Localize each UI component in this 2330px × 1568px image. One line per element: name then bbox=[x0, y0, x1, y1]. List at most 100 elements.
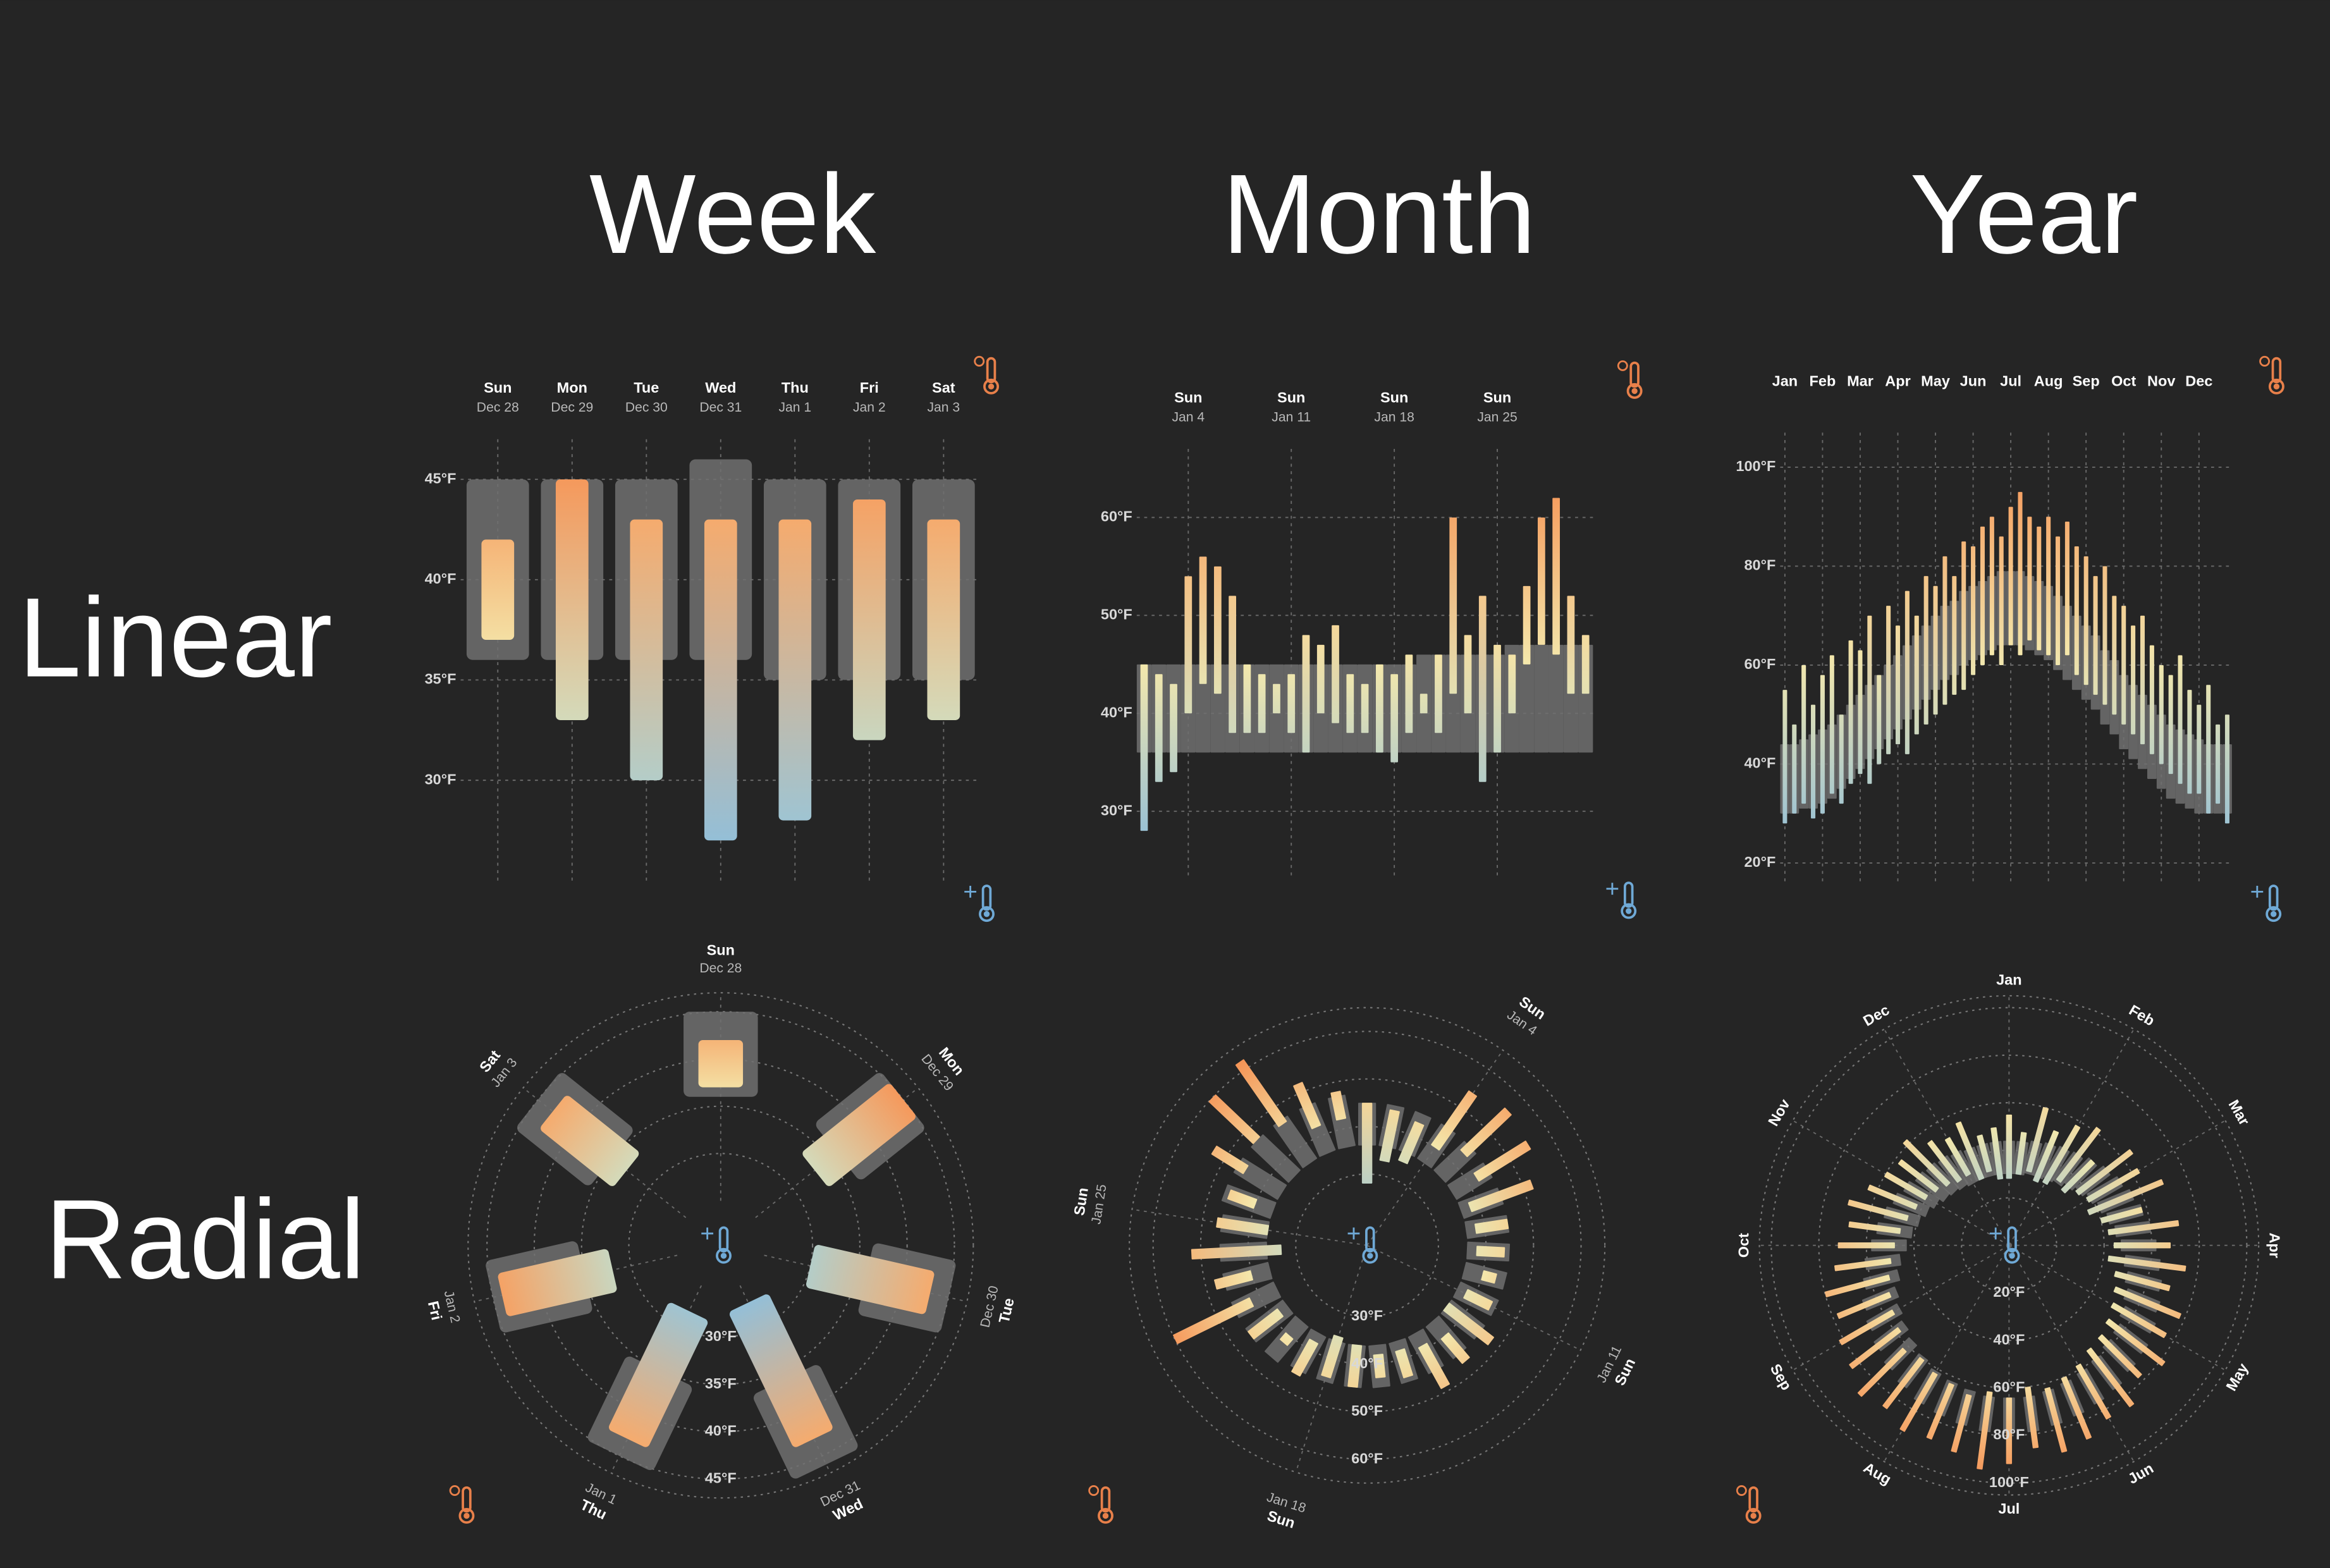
icon-bulb bbox=[458, 1507, 475, 1524]
temperature-bar bbox=[1280, 1332, 1294, 1346]
bar-group bbox=[1344, 1344, 1366, 1388]
icon-sun bbox=[1088, 1485, 1100, 1496]
bar-group bbox=[1857, 1337, 1917, 1397]
bar-group bbox=[1328, 1091, 1356, 1149]
temperature-bar bbox=[1538, 517, 1545, 645]
grid-ring bbox=[628, 1153, 814, 1338]
icon-bulb bbox=[1745, 1507, 1762, 1524]
temperature-bar bbox=[1886, 606, 1891, 754]
temperature-bar bbox=[1493, 644, 1501, 753]
bar-group bbox=[2075, 1363, 2111, 1420]
icon-sun bbox=[2259, 355, 2271, 367]
temperature-bar bbox=[1552, 498, 1560, 655]
temperature-bar bbox=[1405, 654, 1413, 733]
temperature-bar bbox=[2018, 492, 2023, 656]
temperature-bar bbox=[1449, 517, 1457, 694]
temperature-bar bbox=[1837, 1242, 1895, 1249]
temperature-bar bbox=[2087, 1347, 2135, 1407]
icon-snow bbox=[1989, 1227, 2002, 1240]
spoke bbox=[1884, 1029, 2010, 1246]
temperature-bar bbox=[2083, 556, 2088, 685]
temperature-bar bbox=[2113, 1286, 2181, 1319]
temperature-bar bbox=[1379, 1109, 1400, 1163]
icon-snow bbox=[964, 885, 977, 898]
temperature-bar bbox=[1792, 724, 1797, 814]
temperature-bar bbox=[1849, 1327, 1901, 1369]
temperature-bar bbox=[1199, 556, 1207, 684]
outer-ring bbox=[467, 992, 974, 1499]
r-tick-label: 35°F bbox=[705, 1375, 737, 1392]
normal-range-bar bbox=[1519, 644, 1535, 753]
temperature-bar bbox=[1989, 517, 1994, 656]
bar-group bbox=[2022, 1106, 2049, 1176]
bar-group bbox=[806, 1243, 956, 1333]
x-tick-label: Sat bbox=[932, 379, 955, 396]
temperature-bar bbox=[1214, 1270, 1253, 1290]
warm-icon bbox=[1736, 1485, 1762, 1524]
temperature-bar bbox=[1321, 1335, 1344, 1378]
bar-group bbox=[2107, 1254, 2186, 1272]
temperature-bar bbox=[1419, 694, 1428, 714]
temperature-bar bbox=[1961, 541, 1966, 690]
x-tick-label: Dec bbox=[2185, 372, 2212, 389]
bar-group bbox=[517, 1073, 639, 1186]
x-tick-label: Sun bbox=[1174, 389, 1202, 405]
spoke bbox=[2008, 1029, 2135, 1246]
temperature-bar bbox=[2087, 1179, 2164, 1215]
temperature-bar bbox=[1332, 625, 1339, 723]
warm-icon bbox=[2259, 355, 2284, 395]
temperature-bar bbox=[1951, 1393, 1972, 1453]
temperature-bar bbox=[2107, 1255, 2186, 1272]
temperature-bar bbox=[2140, 615, 2145, 745]
row-title: Linear bbox=[18, 574, 332, 701]
temperature-bar bbox=[1375, 664, 1383, 753]
bar-group bbox=[1951, 1388, 1976, 1453]
x-tick-sublabel: Jan 1 bbox=[778, 400, 811, 415]
r-tick-label: 100°F bbox=[1989, 1474, 2029, 1490]
normal-range-bar bbox=[1548, 644, 1564, 753]
x-tick-sublabel: Jan 25 bbox=[1477, 410, 1517, 424]
icon-stem bbox=[1100, 1486, 1111, 1513]
y-tick-label: 35°F bbox=[425, 671, 457, 687]
temperature-bar bbox=[1836, 1292, 1892, 1319]
bar-group bbox=[1849, 1320, 1909, 1369]
warm-icon bbox=[1088, 1485, 1113, 1524]
temperature-bar bbox=[1839, 1309, 1895, 1345]
bar-group bbox=[1221, 1184, 1277, 1219]
temperature-bar bbox=[2100, 1206, 2143, 1224]
icon-stem bbox=[1629, 361, 1640, 388]
bar-group bbox=[1461, 1261, 1507, 1290]
bar-group bbox=[1824, 1269, 1901, 1297]
bar-group bbox=[684, 1012, 758, 1097]
bar-group bbox=[1834, 1254, 1901, 1271]
temperature-bar bbox=[806, 1245, 935, 1314]
temperature-bar bbox=[1173, 1297, 1254, 1344]
temperature-bar bbox=[481, 539, 515, 640]
x-tick-label: Jan bbox=[1772, 372, 1798, 389]
temperature-bar bbox=[1346, 674, 1354, 733]
category-label: Sun bbox=[707, 942, 735, 959]
icon-dot bbox=[1750, 1512, 1757, 1519]
bar-group bbox=[1466, 1241, 1511, 1262]
icon-dot bbox=[2273, 383, 2280, 390]
temperature-bar bbox=[1867, 615, 1872, 784]
bar-group bbox=[1903, 1139, 1959, 1196]
bar-group bbox=[1457, 1179, 1534, 1219]
temperature-bar bbox=[1926, 1383, 1954, 1440]
temperature-bar bbox=[1927, 1140, 1962, 1183]
grid-ring bbox=[1152, 1031, 1582, 1461]
x-tick-label: Sun bbox=[1277, 389, 1305, 405]
y-tick-label: 45°F bbox=[425, 470, 457, 486]
temperature-bar bbox=[2098, 1334, 2142, 1378]
bar-group bbox=[1417, 1090, 1477, 1168]
temperature-bar bbox=[1468, 1179, 1534, 1213]
icon-stem bbox=[2007, 1226, 2017, 1253]
temperature-bar bbox=[1952, 576, 1957, 695]
bar-group bbox=[2100, 1204, 2144, 1225]
bar-group bbox=[1955, 1121, 1987, 1182]
category-label: Fri bbox=[425, 1299, 445, 1321]
icon-stem bbox=[1623, 881, 1634, 908]
temperature-bar bbox=[1955, 1121, 1985, 1180]
temperature-bar bbox=[1999, 536, 2004, 665]
x-tick-sublabel: Dec 28 bbox=[477, 400, 519, 415]
